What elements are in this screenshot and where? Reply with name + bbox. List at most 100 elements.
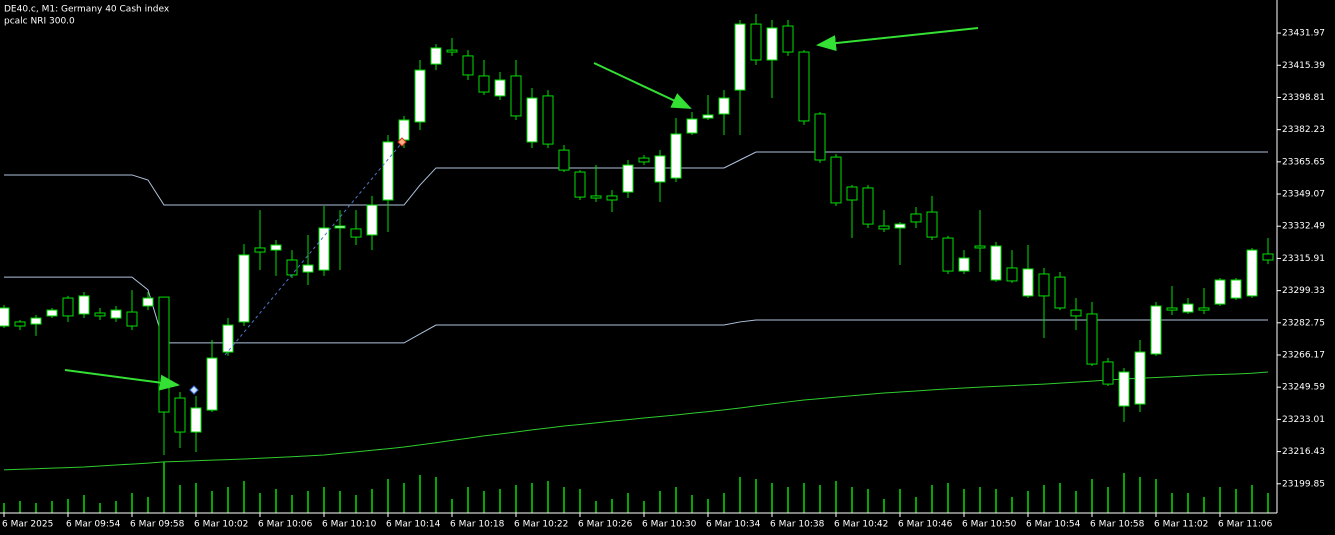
x-tick-label: 6 Mar 11:02 [1154, 520, 1208, 530]
y-tick-label: 23315.91 [1282, 254, 1325, 264]
candle-body [1038, 273, 1050, 297]
candle-body [350, 228, 362, 238]
y-tick-label: 23349.07 [1282, 190, 1325, 200]
sell-signal [397, 137, 407, 147]
candle-body [1006, 267, 1018, 282]
x-tick-label: 6 Mar 10:02 [194, 520, 248, 530]
x-tick-label: 6 Mar 10:38 [770, 520, 825, 530]
candle-body [702, 114, 714, 119]
x-tick-label: 6 Mar 2025 [2, 520, 53, 530]
candle-body [814, 113, 826, 161]
candle-body [302, 264, 314, 273]
candle-body [126, 311, 138, 327]
candle-body [974, 245, 986, 249]
y-tick-label: 23216.43 [1282, 447, 1325, 457]
candle-body [1150, 305, 1162, 355]
candle-body [606, 195, 618, 201]
y-tick-label: 23365.65 [1282, 157, 1325, 167]
x-tick-label: 6 Mar 10:06 [258, 520, 313, 530]
arrow [64, 369, 180, 391]
candle-body [1246, 249, 1258, 297]
candle-body [654, 155, 666, 183]
indicator-line [4, 276, 1268, 344]
y-tick-label: 23415.39 [1282, 61, 1325, 71]
x-tick-label: 6 Mar 10:50 [962, 520, 1017, 530]
candle-body [414, 69, 426, 123]
candle-body [686, 118, 698, 134]
candle-body [894, 223, 906, 229]
y-tick-label: 23233.01 [1282, 415, 1325, 425]
candle-body [846, 186, 858, 201]
candle-body [942, 237, 954, 272]
candle-body [62, 297, 74, 317]
x-tick-label: 6 Mar 10:58 [1090, 520, 1145, 530]
candle-body [1070, 309, 1082, 317]
x-tick-label: 6 Mar 10:14 [386, 520, 441, 530]
candle-body [638, 157, 650, 163]
candle-body [366, 204, 378, 236]
y-tick-label: 23382.23 [1282, 125, 1325, 135]
y-tick-label: 23332.49 [1282, 222, 1325, 232]
x-tick-label: 6 Mar 10:30 [642, 520, 697, 530]
y-tick-label: 23199.85 [1282, 479, 1325, 489]
candle-body [878, 225, 890, 230]
candle-body [734, 23, 746, 91]
x-tick-label: 6 Mar 09:58 [130, 520, 185, 530]
x-tick-label: 6 Mar 10:54 [1026, 520, 1081, 530]
candle-body [446, 49, 458, 53]
arrow [593, 62, 692, 109]
buy-signal [189, 385, 199, 395]
candle-body [206, 357, 218, 411]
candle-body [670, 133, 682, 179]
y-tick-label: 23249.59 [1282, 383, 1325, 393]
chart-subtitle: pcalc NRI 300.0 [4, 17, 75, 27]
candle-body [1262, 253, 1274, 261]
candle-body [110, 309, 122, 319]
indicator-line [4, 151, 1268, 206]
y-tick-label: 23398.81 [1282, 93, 1325, 103]
candle-body [222, 324, 234, 353]
candle-body [462, 55, 474, 76]
candle-body [1166, 307, 1178, 311]
candle-body [0, 307, 10, 327]
plot-area [0, 13, 1274, 513]
candle-body [766, 27, 778, 61]
candle-body [190, 407, 202, 433]
x-tick-label: 6 Mar 09:54 [66, 520, 121, 530]
candle-body [158, 296, 170, 413]
candle-body [542, 95, 554, 145]
x-tick-label: 6 Mar 10:10 [322, 520, 377, 530]
x-tick-label: 6 Mar 10:22 [514, 520, 568, 530]
indicator-line [3, 371, 1269, 471]
candle-body [1118, 371, 1130, 407]
candle-body [782, 25, 794, 53]
y-tick-label: 23282.75 [1282, 318, 1325, 328]
candle-body [334, 225, 346, 229]
signal-line [224, 144, 401, 356]
x-tick-label: 6 Mar 10:34 [706, 520, 761, 530]
candle-body [958, 257, 970, 272]
candle-body [1086, 313, 1098, 365]
y-tick-label: 23266.17 [1282, 351, 1325, 361]
candle-body [30, 317, 42, 325]
candle-body [1022, 268, 1034, 297]
candle-body [574, 171, 586, 198]
x-tick-label: 6 Mar 10:26 [578, 520, 633, 530]
candle-body [286, 259, 298, 276]
arrow [816, 27, 979, 52]
candle-body [1054, 276, 1066, 309]
candle-body [830, 156, 842, 204]
candle-body [174, 397, 186, 433]
candle-body [1198, 307, 1210, 311]
candle-body [270, 244, 282, 251]
candle-body [94, 312, 106, 317]
candle-body [558, 149, 570, 171]
candle-body [78, 295, 90, 315]
candle-body [142, 297, 154, 307]
candle-body [1102, 361, 1114, 385]
candle-body [398, 119, 410, 141]
candle-body [1182, 303, 1194, 313]
candle-body [238, 254, 250, 323]
